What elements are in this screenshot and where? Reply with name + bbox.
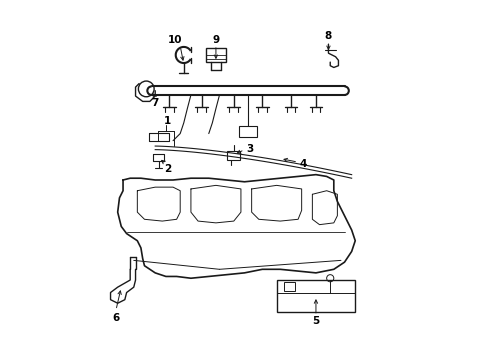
Bar — [205, 48, 225, 62]
Bar — [283, 282, 294, 291]
Text: 8: 8 — [324, 31, 331, 41]
Bar — [239, 126, 257, 137]
Text: 6: 6 — [112, 312, 119, 323]
Text: 2: 2 — [164, 164, 171, 174]
Text: 1: 1 — [164, 116, 171, 126]
Text: 9: 9 — [212, 35, 219, 45]
Bar — [227, 151, 240, 159]
Bar — [276, 280, 354, 312]
Text: 3: 3 — [246, 144, 253, 154]
Text: 10: 10 — [167, 35, 182, 45]
Text: 5: 5 — [312, 316, 319, 326]
Text: 7: 7 — [151, 98, 159, 108]
Text: 4: 4 — [299, 159, 306, 169]
